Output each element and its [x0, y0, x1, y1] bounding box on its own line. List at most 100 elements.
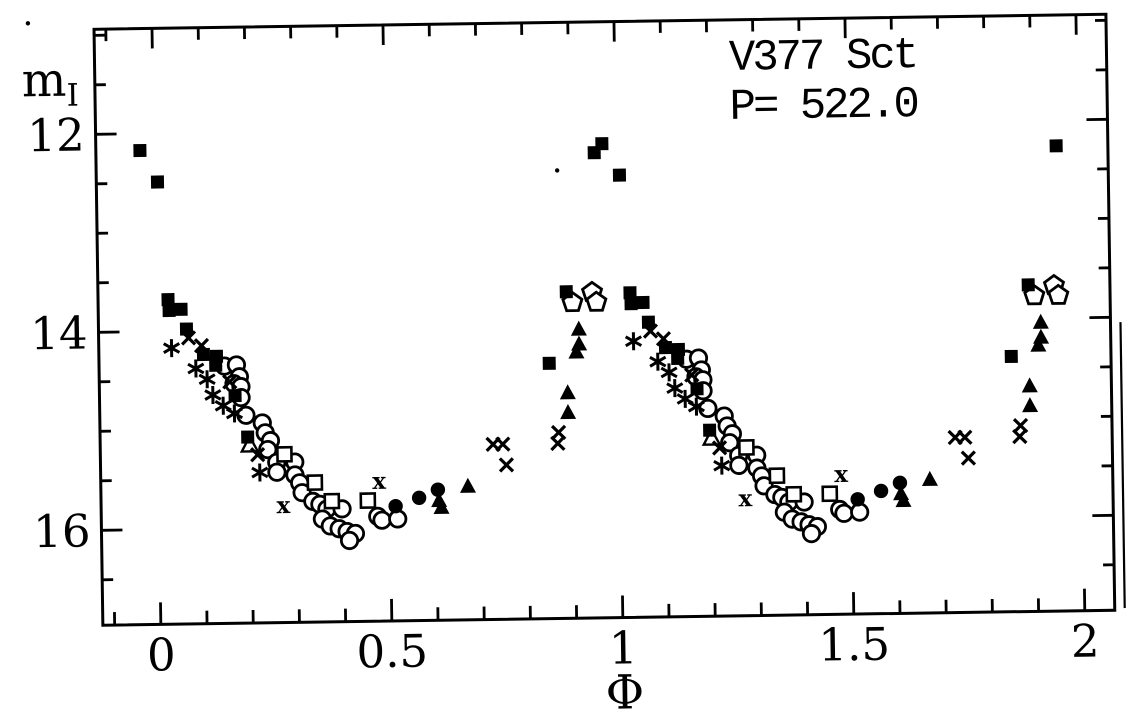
point-open-circle — [834, 503, 854, 523]
point-asterisk — [649, 352, 667, 371]
point-asterisk — [225, 404, 244, 423]
point-filled-triangle — [1030, 336, 1047, 352]
point-filled-square — [624, 297, 638, 311]
point-filled-circle — [411, 490, 427, 506]
point-open-circle — [372, 510, 392, 530]
point-filled-triangle — [568, 343, 585, 359]
point-open-circle — [720, 433, 740, 453]
point-filled-circle — [892, 475, 908, 490]
point-filled-triangle — [570, 320, 587, 336]
point-asterisk — [162, 339, 181, 358]
point-filled-square — [1004, 349, 1018, 364]
y-axis-label: mI — [21, 53, 79, 115]
svg-text:x: x — [738, 485, 752, 512]
point-open-circle — [339, 530, 360, 551]
point-filled-triangle — [1022, 397, 1039, 413]
point-open-pentagon — [1047, 283, 1070, 305]
point-filled-square — [623, 286, 637, 300]
point-filled-square — [612, 168, 627, 182]
scan-speck — [554, 168, 560, 173]
x-tick-labels: 0 0.5 1 1.5 2 — [147, 614, 1100, 681]
plot-frame — [92, 12, 1117, 627]
point-cross — [684, 367, 700, 383]
point-asterisk — [666, 379, 684, 398]
point-filled-triangle — [433, 498, 450, 515]
scan-edge-line — [1119, 322, 1126, 609]
point-filled-square — [587, 146, 601, 160]
y-tick-label: 12 — [27, 108, 85, 162]
point-open-pentagon — [585, 290, 608, 312]
point-serif-cross: x — [834, 461, 848, 488]
point-cross — [957, 429, 973, 446]
point-open-square — [323, 492, 341, 510]
x-tick-label: 1.5 — [818, 618, 890, 672]
point-filled-square — [1021, 278, 1035, 292]
point-filled-square — [1049, 139, 1063, 153]
point-filled-square — [162, 303, 176, 318]
point-asterisk — [624, 332, 643, 351]
point-open-circle — [258, 439, 278, 460]
point-asterisk — [713, 456, 731, 475]
point-serif-cross: x — [276, 492, 290, 519]
point-asterisk — [187, 359, 205, 378]
point-filled-triangle — [1032, 313, 1049, 329]
point-filled-square — [209, 358, 223, 372]
point-filled-triangle — [895, 492, 912, 508]
point-cross — [498, 457, 515, 473]
point-cross — [550, 424, 567, 441]
point-filled-square — [241, 430, 255, 444]
x-tick-label: 0 — [147, 628, 176, 681]
point-asterisk — [198, 370, 216, 389]
point-open-square — [785, 485, 803, 503]
x-tick-label: 2 — [1071, 614, 1100, 667]
point-filled-square — [133, 143, 147, 158]
point-open-triangle — [701, 427, 722, 446]
point-open-circle — [388, 509, 408, 529]
point-filled-square — [150, 175, 165, 189]
scan-speck — [25, 21, 31, 26]
point-filled-circle — [430, 482, 446, 497]
point-filled-square — [671, 351, 685, 365]
point-serif-cross: x — [738, 485, 752, 512]
point-cross — [193, 337, 210, 354]
scan-artifacts — [25, 21, 1126, 609]
point-cross — [222, 374, 238, 390]
point-open-circle — [801, 524, 822, 544]
point-filled-square — [174, 302, 188, 316]
point-asterisk — [204, 385, 222, 404]
y-tick-labels: 12 14 16 — [27, 108, 91, 558]
point-asterisk — [251, 463, 269, 482]
chart-subtitle: P= 522.0 — [729, 80, 918, 133]
point-open-circle — [267, 462, 287, 482]
point-open-square — [768, 467, 786, 485]
point-open-square — [276, 445, 293, 463]
point-filled-triangle — [560, 404, 577, 420]
point-open-square — [821, 485, 839, 503]
point-filled-square — [636, 295, 650, 310]
point-filled-square — [228, 389, 242, 403]
point-cross — [960, 450, 977, 466]
point-filled-square — [161, 293, 175, 307]
point-cross — [1012, 417, 1029, 434]
point-open-circle — [729, 455, 749, 475]
point-filled-triangle — [921, 470, 938, 486]
point-cross — [711, 440, 728, 456]
svg-text:x: x — [834, 461, 848, 488]
point-filled-triangle — [1033, 328, 1050, 344]
data-points: x x x x — [133, 137, 1070, 551]
point-filled-triangle — [460, 477, 477, 493]
x-tick-label: 1 — [609, 621, 638, 674]
point-filled-square — [703, 423, 717, 437]
x-axis-label: Φ — [605, 665, 644, 721]
svg-text:x: x — [372, 468, 386, 495]
point-cross — [642, 323, 659, 339]
point-filled-square — [542, 356, 556, 370]
point-open-triangle — [239, 433, 260, 453]
svg-text:x: x — [276, 492, 290, 519]
x-tick-label: 0.5 — [356, 624, 428, 678]
point-open-square — [306, 474, 324, 491]
point-filled-circle — [388, 498, 403, 514]
point-cross — [495, 436, 511, 452]
